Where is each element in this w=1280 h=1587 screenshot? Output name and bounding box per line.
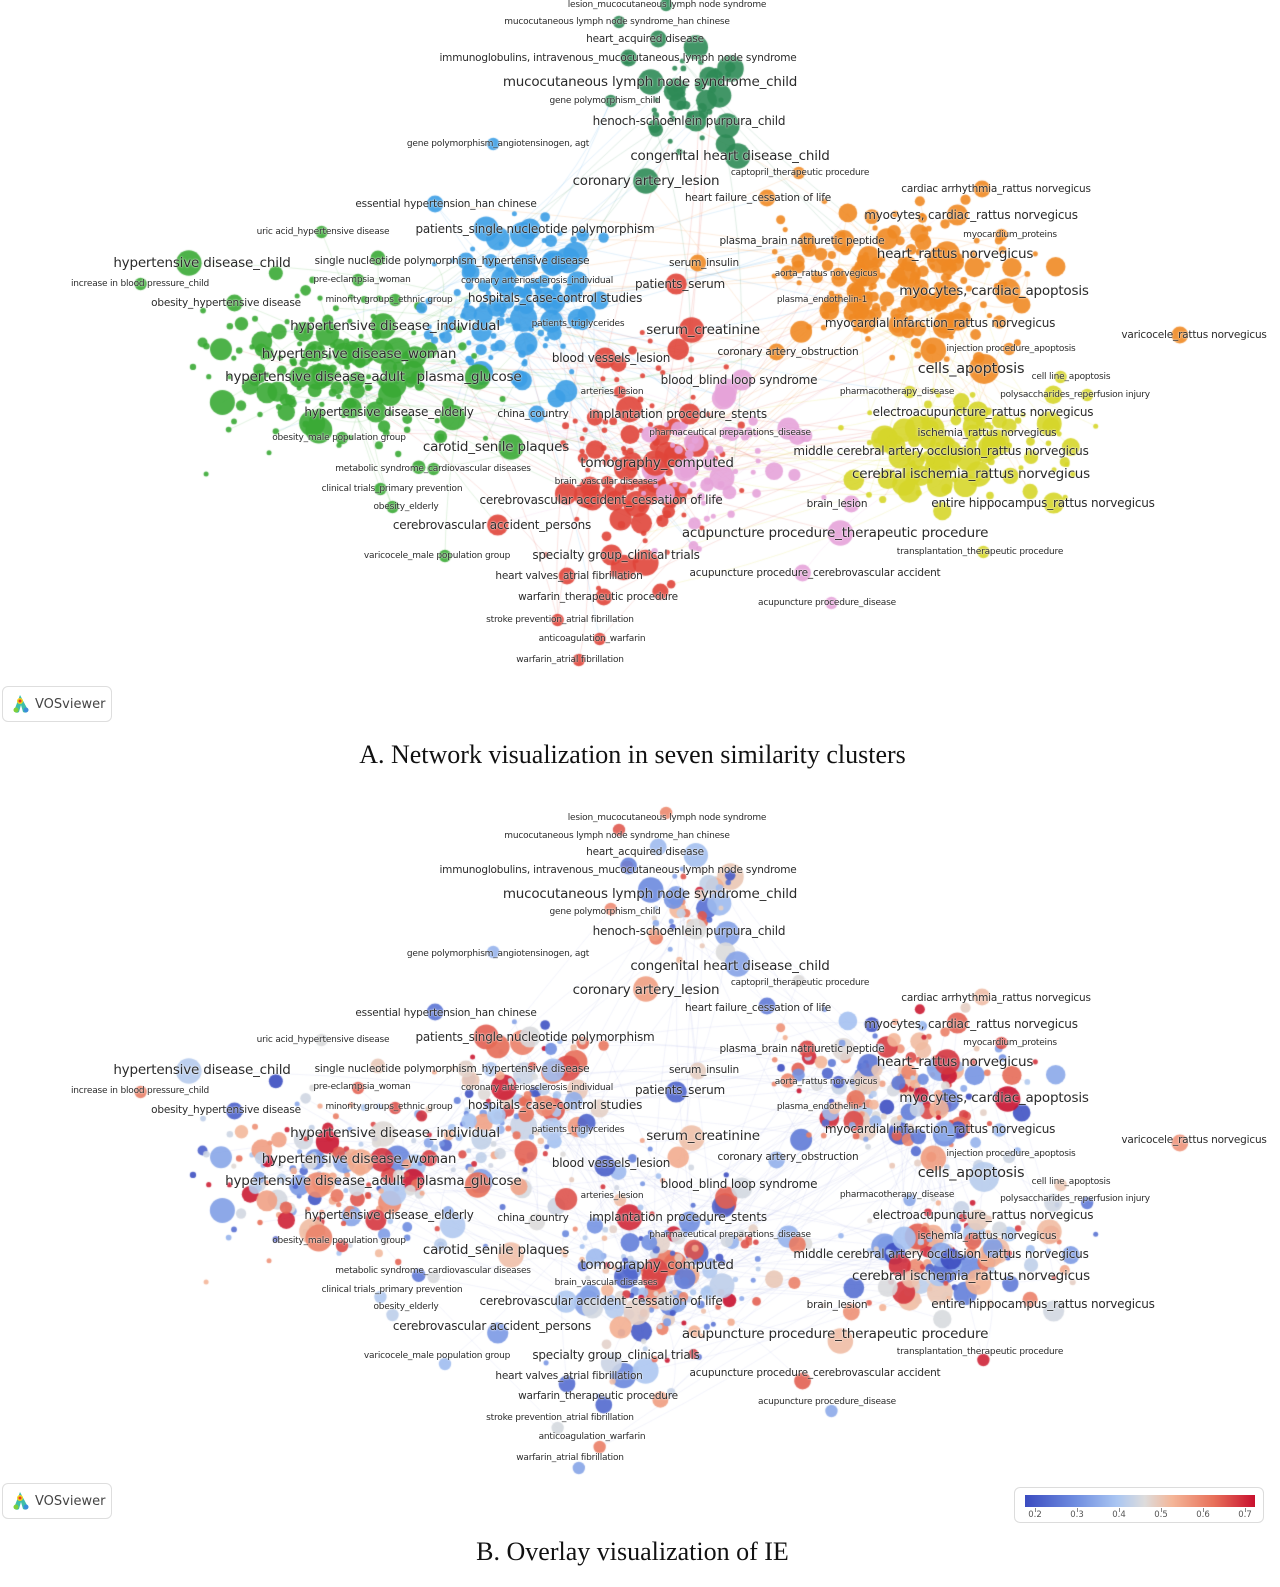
legend-tick xyxy=(1035,1508,1036,1512)
color-scale-bar xyxy=(1025,1495,1255,1507)
legend-tick xyxy=(1203,1508,1204,1512)
vosviewer-badge-label: VOSviewer xyxy=(35,1493,106,1509)
legend-tick xyxy=(1245,1508,1246,1512)
legend-tick-label: 0.4 xyxy=(1112,1510,1126,1520)
legend-tick-label: 0.2 xyxy=(1028,1510,1042,1520)
legend-tick-label: 0.5 xyxy=(1154,1510,1168,1520)
legend-tick-label: 0.3 xyxy=(1070,1510,1084,1520)
panel-b-caption: B. Overlay visualization of IE xyxy=(476,1537,789,1566)
overlay-color-legend: 0.2 0.3 0.4 0.5 0.6 0.7 xyxy=(1014,1487,1264,1523)
legend-tick-label: 0.7 xyxy=(1238,1510,1252,1520)
legend-tick-label: 0.6 xyxy=(1196,1510,1210,1520)
legend-tick xyxy=(1119,1508,1120,1512)
vosviewer-badge[interactable]: VOSviewer xyxy=(2,1483,112,1519)
vosviewer-logo-icon xyxy=(13,1492,29,1510)
legend-tick xyxy=(1077,1508,1078,1512)
legend-tick xyxy=(1161,1508,1162,1512)
